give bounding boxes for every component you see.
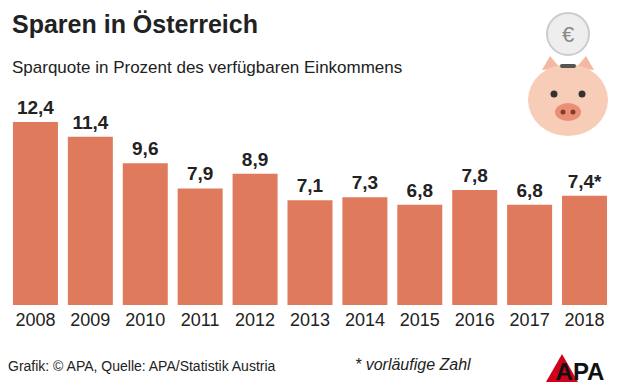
svg-text:2015: 2015 bbox=[400, 310, 440, 330]
svg-text:2012: 2012 bbox=[235, 310, 275, 330]
html-text:* vorläufige Zahl: * vorläufige Zahl bbox=[355, 356, 471, 373]
html-text:Sparquote in Prozent des verfü: Sparquote in Prozent des verfügbaren Ein… bbox=[12, 58, 403, 77]
svg-text:2013: 2013 bbox=[290, 310, 330, 330]
svg-text:12,4: 12,4 bbox=[17, 97, 54, 118]
svg-text:2016: 2016 bbox=[455, 310, 495, 330]
svg-text:2010: 2010 bbox=[125, 310, 165, 330]
svg-text:2018: 2018 bbox=[565, 310, 605, 330]
svg-text:7,1: 7,1 bbox=[297, 175, 324, 196]
svg-text:2011: 2011 bbox=[181, 310, 220, 330]
svg-text:7,3: 7,3 bbox=[352, 172, 378, 193]
html-text:Grafik: © APA, Quelle: APA/Sta: Grafik: © APA, Quelle: APA/Statistik Aus… bbox=[8, 358, 276, 374]
svg-text:6,8: 6,8 bbox=[407, 180, 433, 201]
svg-text:6,8: 6,8 bbox=[516, 180, 542, 201]
svg-text:7,4*: 7,4* bbox=[568, 171, 602, 192]
svg-text:8,9: 8,9 bbox=[242, 149, 268, 170]
svg-text:€: € bbox=[562, 22, 574, 47]
svg-text:APA: APA bbox=[556, 358, 605, 385]
svg-text:2014: 2014 bbox=[345, 310, 385, 330]
svg-text:2008: 2008 bbox=[15, 310, 55, 330]
svg-text:2009: 2009 bbox=[70, 310, 110, 330]
svg-text:2017: 2017 bbox=[510, 310, 550, 330]
svg-text:11,4: 11,4 bbox=[72, 112, 108, 133]
html-text:Sparen in Österreich: Sparen in Österreich bbox=[12, 10, 258, 38]
svg-text:9,6: 9,6 bbox=[132, 138, 158, 159]
svg-text:7,9: 7,9 bbox=[187, 163, 213, 184]
svg-text:7,8: 7,8 bbox=[462, 165, 488, 186]
